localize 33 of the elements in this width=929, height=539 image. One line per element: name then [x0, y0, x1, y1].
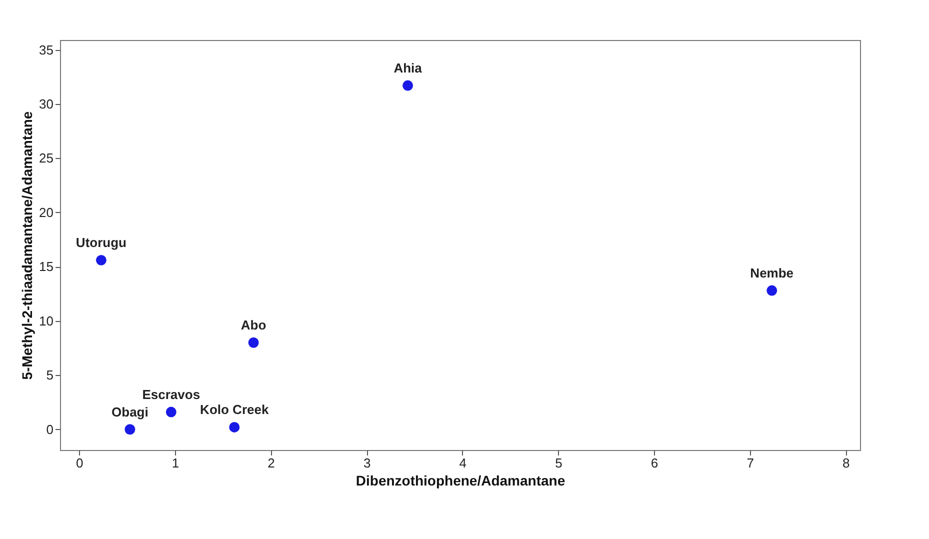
- annotation: Kolo Creek: [200, 402, 270, 418]
- annotation: Ahia: [394, 60, 423, 76]
- annotation: Nembe: [750, 266, 794, 281]
- annotation: Obagi: [112, 404, 148, 420]
- point: [766, 285, 778, 296]
- point: [248, 337, 259, 348]
- annotation: Abo: [240, 318, 266, 333]
- x-tick-label: 1: [172, 456, 180, 470]
- x-axis-title: Dibenzothiophene/Adamantane: [356, 472, 566, 488]
- point: [229, 422, 240, 432]
- y-axis-title: 5-Methyl-2-thiaadamantane/Adamantane: [19, 111, 36, 380]
- x-tick-label: 5: [555, 456, 562, 470]
- y-tick-label: 20: [39, 204, 54, 220]
- y-tick-label: 5: [46, 368, 54, 383]
- point: [124, 424, 136, 435]
- point: [96, 254, 106, 266]
- x-tick-label: 8: [842, 456, 850, 470]
- point: [402, 80, 414, 91]
- y-tick-label: 0: [46, 422, 54, 437]
- x-tick-label: 2: [268, 456, 275, 470]
- x-tick-label: 6: [650, 456, 658, 470]
- x-tick-label: 3: [363, 456, 371, 470]
- annotation: Utorugu: [76, 235, 127, 250]
- y-tick-label: 30: [39, 96, 54, 112]
- point: [166, 406, 176, 418]
- annotation: Escravos: [142, 387, 200, 402]
- x-tick-label: 7: [746, 456, 754, 470]
- x-tick-label: 4: [459, 456, 467, 470]
- y-tick-label: 15: [39, 259, 54, 274]
- y-tick-label: 35: [39, 42, 54, 58]
- x-tick-label: 0: [76, 456, 84, 470]
- y-tick-label: 10: [39, 313, 54, 328]
- y-tick-label: 25: [39, 150, 54, 166]
